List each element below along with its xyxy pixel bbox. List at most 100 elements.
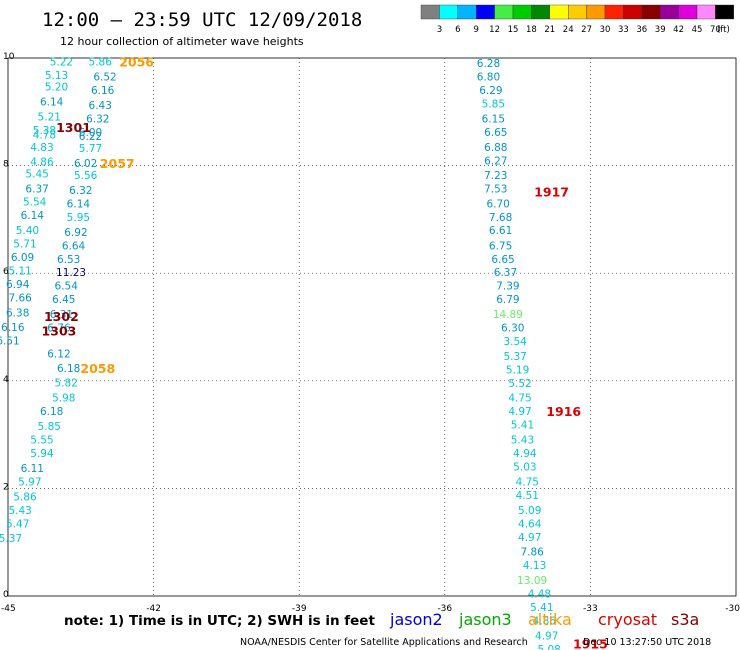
wave-height-label: 5.43 [511, 435, 534, 447]
x-tick-label: -42 [146, 604, 161, 614]
wave-height-label: 6.37 [494, 267, 517, 279]
wave-height-label: 6.32 [86, 113, 109, 125]
wave-height-label: 4.13 [523, 560, 546, 572]
legend-bin-label: 3 [437, 25, 442, 35]
legend-swatch [623, 4, 643, 20]
wave-height-label: 5.43 [8, 505, 31, 517]
wave-height-label: 5.20 [45, 82, 68, 94]
wave-height-label: 6.22 [79, 131, 102, 143]
pass-time-label: 2058 [80, 361, 115, 376]
legend-swatch [641, 4, 661, 20]
legend-bin-label: 24 [563, 25, 574, 35]
wave-height-label: 7.23 [484, 170, 507, 182]
axis-ticks: -45 -42 -39 -36 -33 -30 0 2 4 6 8 10 [1, 52, 740, 614]
wave-height-label: 6.31 [50, 309, 73, 321]
x-tick-label: -36 [437, 604, 452, 614]
legend-swatch [586, 4, 606, 20]
wave-height-label: 4.97 [518, 532, 541, 544]
y-tick-label: 0 [3, 590, 9, 600]
legend-unit-label: (ft) [717, 25, 730, 35]
legend-bin-label: 6 [455, 25, 460, 35]
legend-swatch [531, 4, 551, 20]
legend-bin-label: 21 [544, 25, 555, 35]
wave-height-label: 6.88 [484, 142, 507, 154]
wave-height-label: 4.48 [528, 588, 551, 600]
wave-height-label: 7.68 [489, 212, 512, 224]
wave-height-label: 5.54 [23, 197, 47, 209]
legend-bin-label: 70 [710, 25, 721, 35]
wave-height-label: 13.09 [517, 575, 547, 587]
wave-height-label: 5.38 [33, 125, 56, 137]
wave-height-label: 6.11 [21, 463, 44, 475]
wave-height-label: 14.89 [493, 309, 523, 321]
pass-time-label: 1302 [44, 309, 79, 324]
wave-height-label: 6.92 [64, 227, 87, 239]
wave-height-label: 5.40 [16, 225, 39, 237]
wave-height-label: 5.82 [55, 377, 78, 389]
legend-swatch [678, 4, 698, 20]
legend-swatch [420, 4, 440, 20]
wave-height-label: 5.08 [537, 644, 560, 650]
wave-height-label: 5.47 [6, 518, 29, 530]
wave-height-label: 11.23 [56, 267, 86, 279]
pass-time-labels: 2056130120571917130213032058191619151914 [42, 54, 608, 650]
wave-height-label: 6.53 [57, 254, 80, 266]
legend-swatch [439, 4, 458, 20]
wave-height-label: 7.66 [8, 292, 32, 304]
wave-height-label: 7.53 [484, 183, 507, 195]
wave-height-label: 6.65 [484, 127, 507, 139]
wave-height-label: 5.37 [503, 351, 526, 363]
wave-height-label: 6.32 [69, 185, 92, 197]
wave-height-label: 4.75 [508, 393, 531, 405]
wave-height-label: 4.75 [516, 476, 539, 488]
wave-height-label: 6.45 [52, 294, 75, 306]
wave-height-label: 4.83 [30, 142, 53, 154]
wave-height-label: 6.02 [74, 158, 97, 170]
wave-height-label: 6.54 [55, 281, 79, 293]
wave-height-label: 6.38 [6, 308, 29, 320]
wave-height-label: 5.85 [38, 421, 61, 433]
wave-height-label: 6.14 [21, 210, 45, 222]
wave-height-label: 5.13 [45, 70, 68, 82]
legend-swatch [494, 4, 514, 20]
legend-bin-label: 36 [636, 25, 647, 35]
wave-height-label: 5.37 [0, 533, 22, 545]
wave-height-label: 5.95 [67, 212, 90, 224]
wave-height-label: 5.71 [13, 239, 36, 251]
wave-height-label: 6.75 [489, 240, 512, 252]
chart-subtitle: 12 hour collection of altimeter wave hei… [60, 35, 304, 48]
satellite-legend-label: s3a [671, 610, 699, 629]
wave-height-label: 6.18 [57, 363, 80, 375]
wave-height-label: 5.97 [18, 476, 41, 488]
y-tick-label: 2 [3, 482, 9, 492]
wave-height-label: 5.85 [482, 98, 505, 110]
legend-swatch [512, 4, 532, 20]
wave-height-label: 4.78 [33, 129, 56, 141]
y-tick-label: 4 [3, 375, 9, 385]
legend-bin-label: 33 [618, 25, 629, 35]
wave-height-label: 6.27 [484, 155, 507, 167]
wave-height-label: 6.52 [93, 71, 116, 83]
wave-height-label: 5.86 [13, 492, 37, 504]
wave-height-label: 6.64 [62, 240, 86, 252]
wave-height-label: 6.79 [496, 294, 519, 306]
wave-height-label: 6.14 [40, 97, 64, 109]
wave-height-label: 6.00 [79, 127, 102, 139]
wave-height-label: 6.29 [479, 85, 502, 97]
legend-bin-label: 45 [692, 25, 703, 35]
satellite-legend: jason2 jason3 altika cryosat s3a [389, 610, 699, 629]
wave-height-label: 5.41 [511, 419, 534, 431]
wave-height-label: 6.43 [89, 100, 112, 112]
wave-height-label: 5.21 [38, 112, 61, 124]
wave-height-label: 4.97 [535, 630, 558, 642]
grid-lines [8, 58, 736, 596]
wave-height-label: 6.70 [486, 198, 509, 210]
wave-height-label: 7.39 [496, 281, 519, 293]
plot-frame [7, 57, 737, 597]
wave-height-labels: 5.22 5.86 5.13 6.52 5.20 6.16 6.14 6.43 5.21 6.32… [0, 56, 561, 650]
legend-swatch [696, 4, 716, 20]
satellite-legend-label: cryosat [598, 610, 657, 629]
legend-bin-label: 9 [473, 25, 478, 35]
x-tick-label: -33 [583, 604, 598, 614]
